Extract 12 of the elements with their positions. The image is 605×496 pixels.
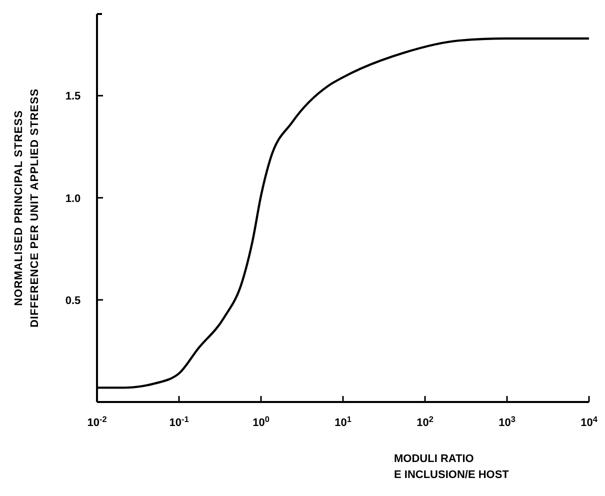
x-tick-label: 10$^{-2}$ (87, 414, 108, 429)
x-tick-label: 10$^{3}$ (498, 414, 516, 429)
y-axis-title: NORMALISED PRINCIPAL STRESS DIFFERENCE PER UNIT APPLIED STRESS (13, 88, 41, 328)
x-tick-label: 10$^{4}$ (580, 414, 598, 429)
x-tick-label: 10$^{0}$ (252, 414, 270, 429)
y-tick-label: 1.0 (65, 192, 81, 205)
x-tick-label: 10$^{-1}$ (169, 414, 190, 429)
y-tick-label: 0.5 (65, 294, 81, 307)
x-tick-label: 10$^{1}$ (334, 414, 352, 429)
x-axis-title: MODULI RATIO E INCLUSION/E HOST (394, 453, 510, 481)
y-tick-label: 1.5 (65, 90, 81, 103)
x-tick-label: 10$^{2}$ (416, 414, 434, 429)
